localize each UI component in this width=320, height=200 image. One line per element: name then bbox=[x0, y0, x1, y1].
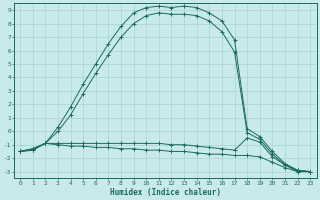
X-axis label: Humidex (Indice chaleur): Humidex (Indice chaleur) bbox=[110, 188, 220, 197]
